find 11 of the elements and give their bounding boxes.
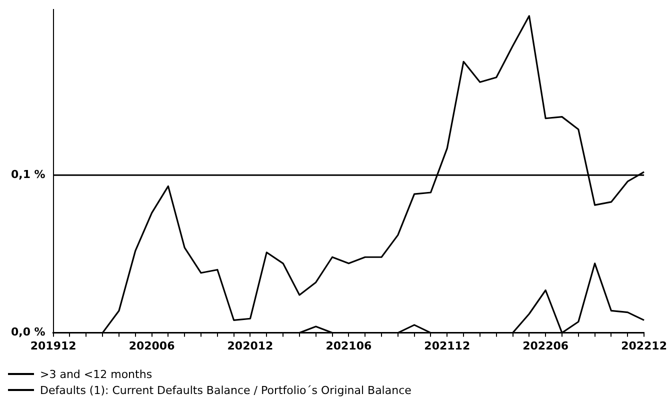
x-tick-label: 202006 (128, 339, 176, 352)
y-tick-label: 0,1 % (10, 168, 46, 181)
x-tick-label: 201912 (30, 339, 76, 352)
x-tick-label: 202212 (621, 339, 668, 352)
x-tick-label: 202206 (522, 339, 569, 352)
legend-label: >3 and <12 months (40, 368, 152, 380)
y-tick-label: 0,0 % (10, 326, 46, 339)
legend-label: Defaults (1): Current Defaults Balance / Portfolio´s Original Balance (40, 384, 412, 396)
x-tick-label: 202106 (326, 339, 372, 352)
x-tick-label: 202112 (424, 339, 470, 352)
x-tick-label: 202012 (227, 339, 274, 352)
